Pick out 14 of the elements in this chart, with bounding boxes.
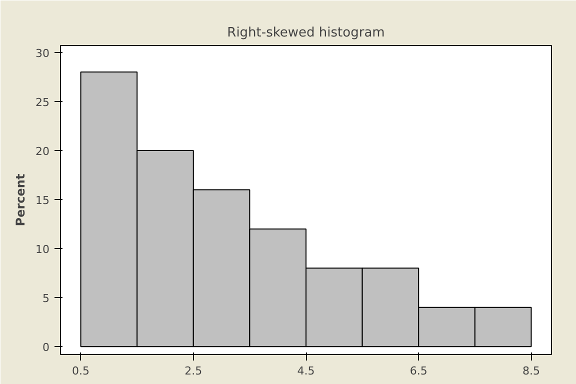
x-tick-label: 8.5 — [522, 364, 540, 378]
y-axis-title: Percent — [14, 174, 28, 226]
y-tick-label: 25 — [36, 96, 50, 109]
y-tick-label: 30 — [36, 46, 50, 60]
chart-title: Right-skewed histogram — [227, 26, 385, 40]
x-tick-label: 4.5 — [297, 364, 315, 378]
y-tick-label: 5 — [42, 292, 50, 306]
x-tick-label: 2.5 — [184, 364, 202, 378]
y-tick-label: 0 — [42, 341, 50, 354]
y-tick-label: 20 — [36, 144, 50, 158]
x-tick-label: 0.5 — [72, 364, 90, 378]
y-tick-label: 15 — [36, 194, 50, 208]
y-tick-label: 10 — [36, 243, 50, 256]
x-tick-label: 6.5 — [410, 364, 428, 378]
